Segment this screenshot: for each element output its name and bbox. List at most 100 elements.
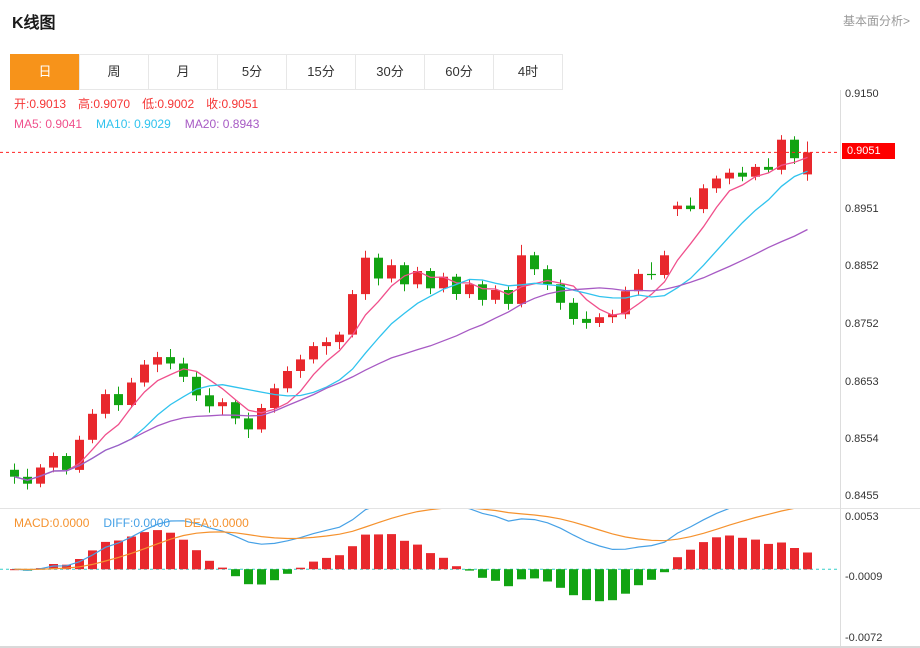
candle-body — [426, 271, 435, 289]
candle — [309, 342, 318, 364]
candle-body — [738, 172, 747, 177]
high-value: 高:0.9070 — [78, 97, 131, 111]
candle-body — [49, 456, 58, 468]
candle-body — [751, 166, 760, 177]
macd-bar — [413, 544, 422, 570]
macd-bar — [387, 534, 396, 570]
candle-body — [179, 363, 188, 377]
candle — [153, 351, 162, 373]
interval-tabs: 日周月 5分 15分 30分 60分 4时 — [10, 54, 920, 90]
macd-chart[interactable] — [0, 509, 840, 645]
macd-bar — [517, 569, 526, 580]
macd-bar — [88, 550, 97, 570]
interval-tab-5min[interactable]: 5分 — [217, 54, 287, 90]
candle — [244, 412, 253, 438]
candle — [49, 452, 58, 473]
candle-body — [231, 402, 240, 419]
macd-bar — [556, 569, 565, 588]
candle — [738, 166, 747, 182]
macd-bar — [595, 569, 604, 602]
candle — [127, 377, 136, 408]
candle — [751, 164, 760, 181]
interval-tab-15min[interactable]: 15分 — [286, 54, 356, 90]
macd-bar — [543, 569, 552, 582]
y-axis-line — [840, 90, 841, 646]
candle-body — [439, 276, 448, 289]
candle — [790, 136, 799, 164]
candle — [296, 354, 305, 378]
macd-bar — [673, 557, 682, 570]
ma20-line — [14, 228, 808, 481]
macd-bar — [400, 540, 409, 570]
macd-bar — [699, 542, 708, 570]
macd-tick-label: -0.0009 — [845, 571, 883, 583]
interval-tab-month[interactable]: 月 — [148, 54, 218, 90]
macd-bar — [192, 550, 201, 570]
candle — [322, 337, 331, 355]
ma10-line — [14, 170, 808, 481]
candle-body — [218, 402, 227, 407]
interval-tab-day[interactable]: 日 — [10, 54, 80, 90]
dea-line — [14, 509, 795, 571]
candle-body — [543, 269, 552, 285]
candle-body — [777, 139, 786, 170]
macd-bar — [569, 569, 578, 596]
interval-tab-30min[interactable]: 30分 — [355, 54, 425, 90]
candle — [205, 388, 214, 413]
macd-tick-label: -0.0072 — [845, 632, 883, 644]
candle-body — [374, 257, 383, 279]
macd-bar — [153, 530, 162, 570]
candle-body — [244, 418, 253, 430]
candle — [10, 463, 19, 484]
panel-divider — [0, 508, 920, 509]
macd-bar — [257, 569, 266, 585]
candle-body — [114, 394, 123, 406]
candle — [335, 331, 344, 349]
macd-value: MACD:0.0000 — [14, 516, 90, 530]
candle — [114, 386, 123, 411]
candle — [478, 280, 487, 306]
candle — [140, 360, 149, 387]
macd-bar — [582, 569, 591, 601]
candle — [660, 250, 669, 279]
ma10-value: MA10: 0.9029 — [96, 117, 171, 131]
macd-bar — [764, 543, 773, 570]
candle-body — [75, 439, 84, 470]
candle-body — [309, 346, 318, 360]
candle-body — [491, 290, 500, 300]
candle — [166, 349, 175, 370]
fundamental-analysis-link[interactable]: 基本面分析> — [842, 14, 910, 28]
candle-body — [660, 255, 669, 275]
candle — [712, 175, 721, 193]
interval-tab-week[interactable]: 周 — [79, 54, 149, 90]
candle-body — [803, 152, 812, 175]
diff-line — [14, 509, 730, 571]
candle-body — [647, 273, 656, 276]
candle — [582, 311, 591, 329]
candle-body — [192, 376, 201, 396]
macd-bar — [205, 560, 214, 570]
candle — [452, 273, 461, 300]
macd-bar — [452, 566, 461, 570]
price-axis: 0.9150 0.9051 0.8951 0.8852 0.8752 0.8653 0.85… — [842, 88, 920, 646]
candle-body — [127, 382, 136, 405]
candle-body — [153, 357, 162, 365]
interval-tab-60min[interactable]: 60分 — [424, 54, 494, 90]
price-tick-label: 0.8752 — [845, 318, 879, 330]
candle-body — [673, 205, 682, 210]
candle-body — [387, 265, 396, 279]
candlestick-chart[interactable] — [0, 90, 840, 508]
candle-body — [413, 271, 422, 285]
macd-bar — [621, 569, 630, 594]
macd-bar — [478, 569, 487, 578]
macd-bar — [751, 539, 760, 570]
ohlc-legend: 开:0.9013 高:0.9070 低:0.9002 收:0.9051 — [14, 95, 270, 112]
candle — [374, 253, 383, 286]
candle-body — [530, 255, 539, 270]
candle-body — [322, 342, 331, 347]
macd-bar — [231, 569, 240, 577]
ma20-value: MA20: 0.8943 — [184, 117, 260, 131]
interval-tab-4hour[interactable]: 4时 — [493, 54, 563, 90]
price-tick-label: 0.9150 — [845, 88, 879, 100]
